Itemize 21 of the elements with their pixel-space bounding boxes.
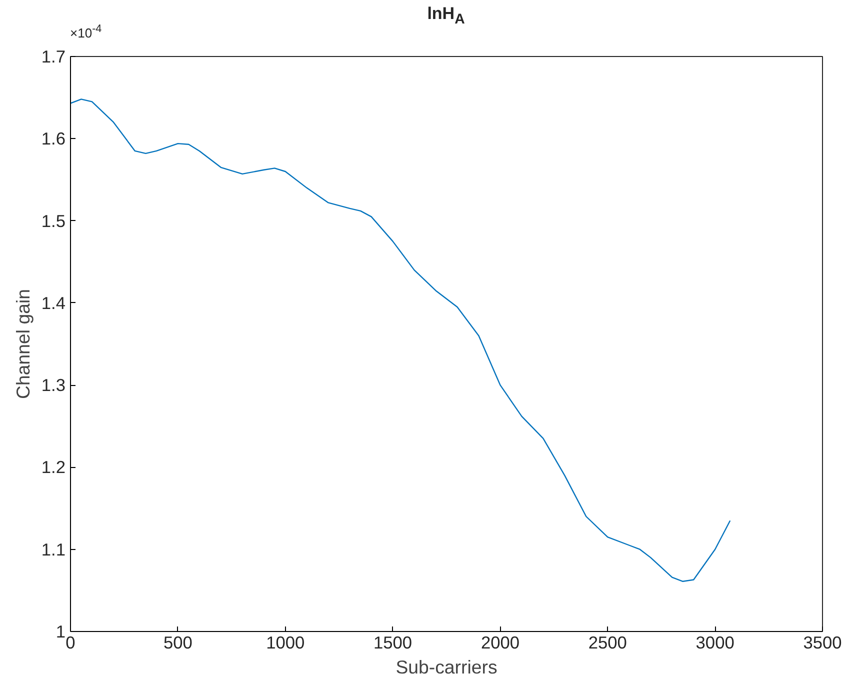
chart-title: lnH$_{A}$ [427,4,465,28]
x-tick-label: 2500 [588,632,627,652]
y-tick-label: 1 [56,622,66,642]
x-tick-label: 500 [163,632,192,652]
text: ×10$^{-4}$ [70,22,102,42]
x-tick-label: 1000 [266,632,305,652]
x-tick-label: 2000 [480,632,520,652]
y-tick-label: 1.7 [41,46,66,66]
x-tick-label: 3500 [803,632,842,652]
y-tick-label: 1.6 [41,128,66,149]
y-tick-label: 1.2 [41,457,66,478]
y-axis-title: Channel gain [12,289,34,399]
x-axis-title: Sub-carriers [396,656,498,678]
line-series [70,98,731,582]
y-tick-label: 1.5 [41,210,66,231]
x-tick-label: 3000 [696,632,734,652]
y-tick-label: 1.3 [41,375,66,396]
y-tick-label: 1.4 [41,292,66,313]
x-tick-label: 1500 [374,632,412,652]
y-tick-label: 1.1 [41,539,66,560]
x-tick-label: 0 [66,632,76,652]
